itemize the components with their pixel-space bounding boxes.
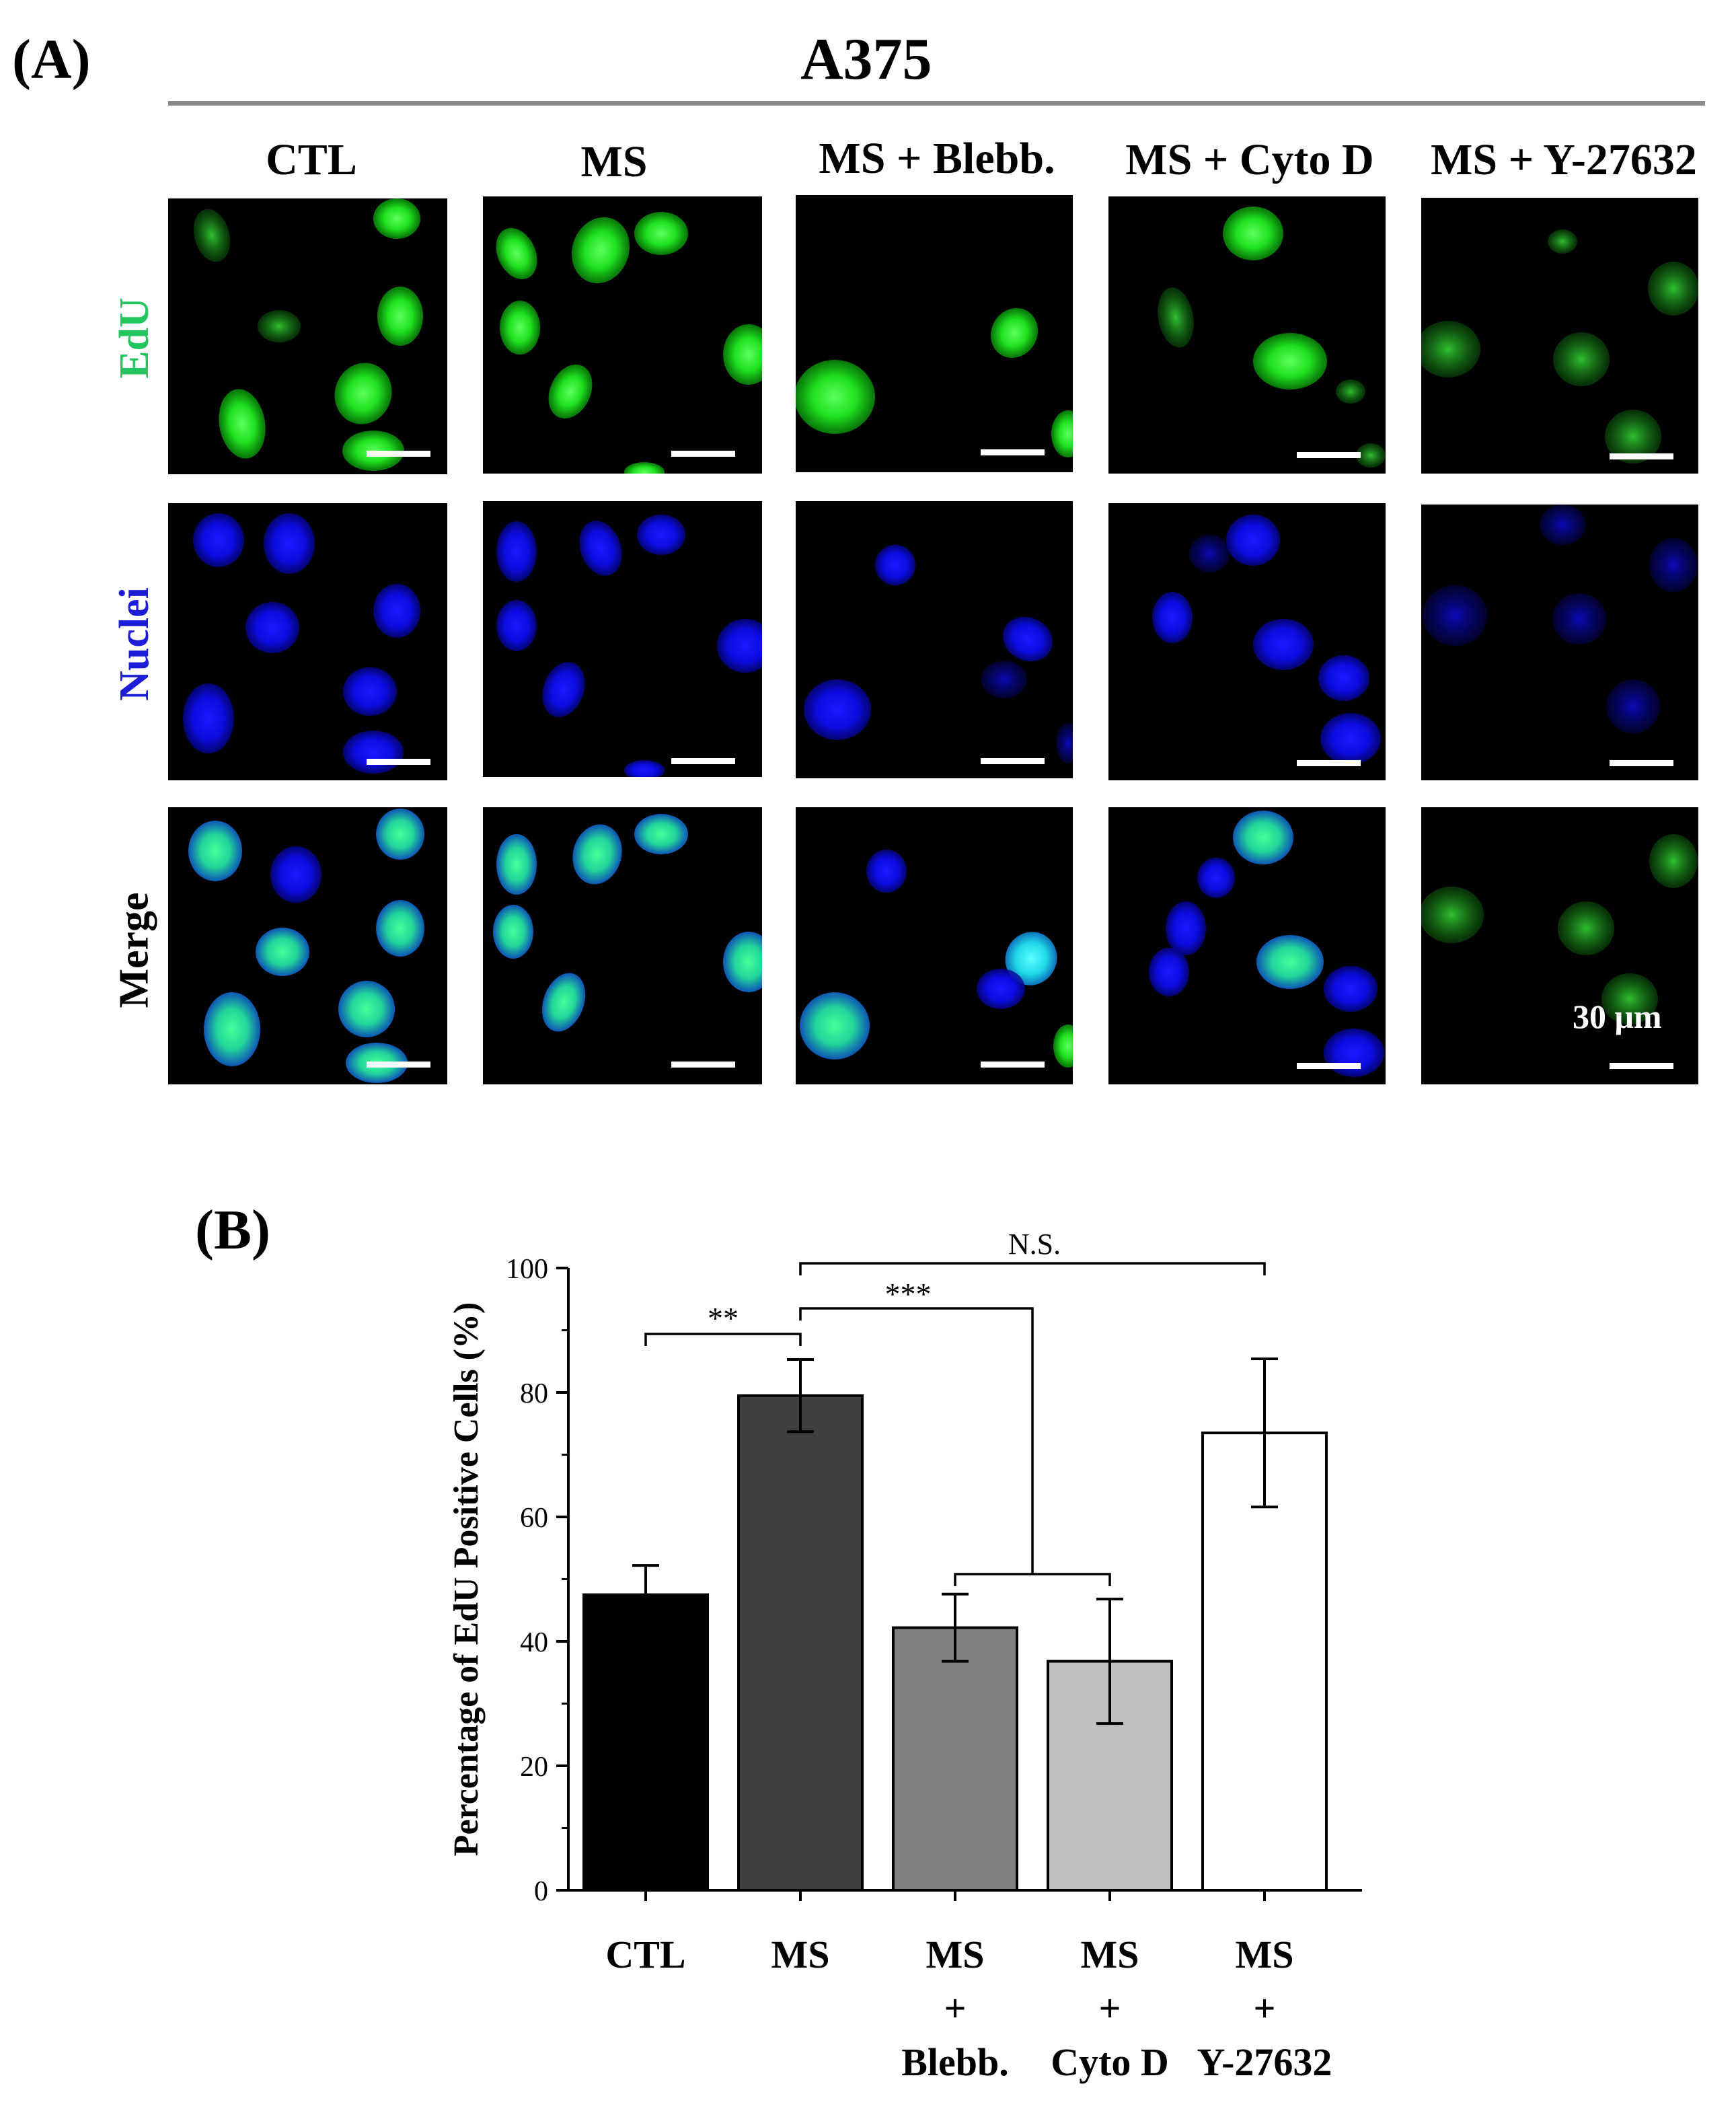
x-category-label: Cyto D [1051, 2040, 1169, 2084]
row-label-merge: Merge [111, 892, 157, 1008]
x-category-label: + [1253, 1986, 1275, 2030]
y-tick-label: 100 [506, 1254, 548, 1285]
x-category-label: MS [771, 1933, 830, 1976]
y-tick-label: 20 [520, 1752, 548, 1783]
micrograph-nuclei-ms-y27632 [1421, 505, 1698, 780]
condition-label-ms-cytod: MS + Cyto D [1125, 135, 1374, 184]
row-label-nuclei: Nuclei [111, 587, 157, 701]
micrograph-merge-ms-blebb [796, 807, 1073, 1084]
scale-bar [1297, 760, 1361, 766]
panel-b-label: (B) [195, 1199, 270, 1261]
x-category-label: + [944, 1986, 966, 2030]
micrograph-edu-ms-y27632 [1421, 198, 1698, 474]
significance-bracket [799, 1307, 1034, 1574]
micrograph-merge-ctl [168, 807, 447, 1084]
row-label-edu-wrap: EdU [101, 198, 168, 478]
micrograph-edu-ms [483, 196, 762, 474]
x-category-label: MS [1236, 1933, 1294, 1976]
significance-bracket [954, 1573, 1111, 1586]
bar-chart: 0 20 40 60 80 100 Percentage of EdU Positive C… [447, 1228, 1362, 2084]
micrograph-edu-ctl [168, 198, 447, 474]
x-category-label: MS [926, 1933, 985, 1976]
scale-bar [367, 451, 430, 457]
row-label-edu: EdU [111, 297, 157, 379]
micrograph-nuclei-ms-cytod [1108, 503, 1386, 780]
scale-bar [981, 449, 1045, 455]
scale-bar [1297, 452, 1361, 458]
significance-bracket [644, 1333, 802, 1346]
condition-label-ms: MS [580, 137, 648, 186]
significance-label: ** [708, 1301, 739, 1335]
y-tick-label: 0 [534, 1876, 548, 1907]
scale-bar [671, 758, 735, 764]
significance-bracket [799, 1262, 1266, 1275]
scale-bar-label: 30 μm [1573, 998, 1662, 1035]
x-category-label: + [1098, 1986, 1121, 2030]
row-label-merge-wrap: Merge [101, 811, 168, 1090]
micrograph-merge-ms-y27632: 30 μm [1421, 807, 1698, 1084]
bar [1201, 1431, 1328, 1892]
cell-line-title: A375 [800, 27, 932, 92]
x-category-label: Y-27632 [1197, 2040, 1332, 2084]
x-category-label: CTL [605, 1933, 685, 1976]
bar [737, 1394, 864, 1892]
micrograph-merge-ms-cytod [1108, 807, 1386, 1084]
condition-label-ms-blebb: MS + Blebb. [819, 134, 1055, 183]
y-tick-label: 40 [520, 1627, 548, 1658]
scale-bar [981, 758, 1045, 764]
micrograph-edu-ms-cytod [1108, 196, 1386, 474]
scale-bar [671, 1062, 735, 1068]
x-category-label: MS [1081, 1933, 1139, 1976]
y-axis-label: Percentage of EdU Positive Cells (%) [447, 1302, 486, 1857]
bar [582, 1593, 709, 1892]
scale-bar [1610, 760, 1673, 766]
significance-label: N.S. [1008, 1228, 1061, 1261]
micrograph-nuclei-ctl [168, 503, 447, 780]
cell-line-divider [168, 101, 1705, 106]
significance-label: *** [885, 1277, 932, 1311]
micrograph-nuclei-ms [483, 501, 762, 777]
scale-bar [367, 1062, 430, 1068]
scale-bar [1610, 453, 1673, 459]
panel-a-label: (A) [12, 28, 91, 91]
condition-label-ms-y27632: MS + Y-27632 [1431, 135, 1697, 184]
row-label-nuclei-wrap: Nuclei [101, 505, 168, 784]
y-tick-label: 80 [520, 1378, 548, 1409]
bar [892, 1626, 1018, 1892]
scale-bar [1610, 1063, 1673, 1069]
y-tick-label: 60 [520, 1503, 548, 1534]
x-category-label: Blebb. [901, 2040, 1009, 2084]
scale-bar [1297, 1063, 1361, 1069]
micrograph-merge-ms [483, 807, 762, 1084]
micrograph-nuclei-ms-blebb [796, 501, 1073, 778]
scale-bar [981, 1062, 1045, 1068]
micrograph-edu-ms-blebb [796, 195, 1073, 472]
scale-bar [671, 451, 735, 457]
condition-label-ctl: CTL [266, 135, 357, 184]
scale-bar [367, 759, 430, 765]
